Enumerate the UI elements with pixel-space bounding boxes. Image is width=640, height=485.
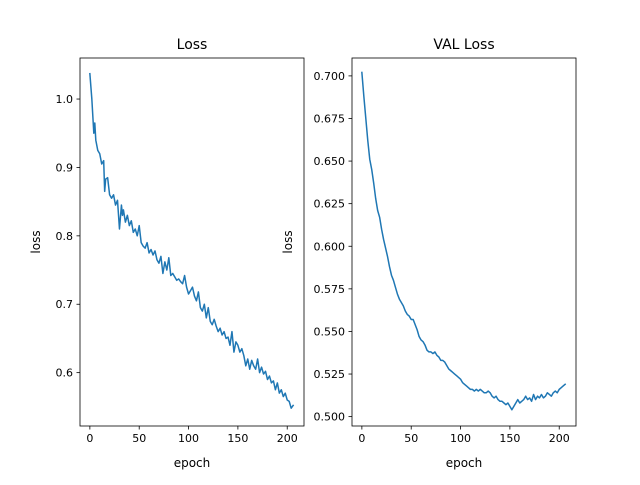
y-tick-label: 0.9 [56, 161, 74, 174]
x-axis-label: epoch [446, 456, 483, 470]
x-ticks: 0 50 100 150 200 [86, 426, 298, 445]
panel-title: VAL Loss [433, 37, 494, 53]
series-lines [89, 72, 295, 409]
y-tick-label: 0.600 [314, 240, 346, 253]
x-tick-label: 100 [178, 432, 199, 445]
axes-frame [351, 57, 577, 427]
y-tick-label: 0.6 [56, 367, 74, 380]
y-tick-label: 0.550 [314, 325, 346, 338]
x-ticks: 0 50 100 150 200 [358, 426, 570, 445]
y-tick-label: 0.525 [314, 368, 346, 381]
x-axis-label: epoch [174, 456, 211, 470]
axes-frame [79, 57, 305, 427]
y-tick-label: 0.625 [314, 198, 346, 211]
x-tick-label: 0 [358, 432, 365, 445]
val-loss-panel: VAL Loss 0 50 100 150 200 0.5000.5250.5500.5… [281, 37, 577, 470]
y-tick-label: 1.0 [56, 93, 74, 106]
y-tick-label: 0.7 [56, 298, 74, 311]
series-line [89, 72, 295, 409]
y-tick-label: 0.700 [314, 70, 346, 83]
y-tick-label: 0.675 [314, 112, 346, 125]
series-lines [361, 71, 567, 411]
y-tick-label: 0.650 [314, 155, 346, 168]
x-tick-label: 200 [277, 432, 298, 445]
y-ticks: 0.500 0.525 0.550 0.575 0.600 0.625 0.650 0.675… [314, 70, 352, 424]
x-tick-label: 0 [86, 432, 93, 445]
y-tick-label: 0.8 [56, 230, 74, 243]
x-tick-label: 150 [499, 432, 520, 445]
panel-title: Loss [177, 37, 208, 53]
x-tick-label: 200 [549, 432, 570, 445]
y-ticks: 0.6 0.7 0.8 0.9 1.0 [56, 93, 80, 380]
y-tick-label: 0.500 [314, 411, 346, 424]
x-tick-label: 50 [132, 432, 146, 445]
y-tick-label: 0.575 [314, 283, 346, 296]
x-tick-label: 150 [227, 432, 248, 445]
series-line [361, 71, 567, 411]
x-tick-label: 50 [404, 432, 418, 445]
y-axis-label: loss [281, 230, 295, 253]
y-axis-label: loss [29, 230, 43, 253]
loss-panel: Loss 0 50 100 150 200 0.60.70.80.91.0 epoch … [29, 37, 305, 470]
x-tick-label: 100 [450, 432, 471, 445]
